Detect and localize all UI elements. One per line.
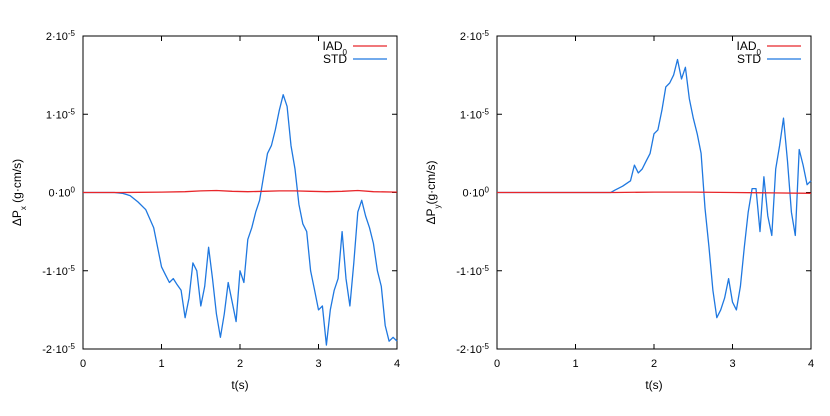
y-tick-label: 1·10-5 [46,107,76,122]
x-tick-label: 0 [80,358,86,370]
y-tick-label: -1·10-5 [42,263,75,278]
legend-label: IAD0 [737,39,762,57]
legend-label: STD [737,52,761,66]
x-tick-label: 1 [158,358,164,370]
x-tick-label: 3 [729,358,735,370]
y-tick-label: 2·10-5 [46,29,76,44]
x-tick-label: 4 [394,358,400,370]
x-tick-label: 1 [572,358,578,370]
x-axis-label: t(s) [645,378,662,392]
y-axis-label: ΔPx (g·cm/s) [10,159,28,226]
series-line-std [83,94,398,346]
y-tick-label: 0·100 [463,185,490,200]
legend-label: STD [323,52,347,66]
y-tick-label: 2·10-5 [460,29,490,44]
y-tick-label: -2·10-5 [456,342,489,357]
x-tick-label: 2 [237,358,243,370]
series-line-iad0 [497,191,812,194]
y-tick-label: 1·10-5 [460,107,490,122]
y-tick-label: -1·10-5 [456,263,489,278]
x-axis-label: t(s) [231,378,248,392]
y-tick-label: 0·100 [49,185,76,200]
y-tick-label: -2·10-5 [42,342,75,357]
chart-panel-2: 0 1 2 3 4 2·10-5 1·10-5 0·100 -1·10-5 -2·10-5 t(s)… [424,29,814,393]
x-tick-label: 4 [808,358,814,370]
x-tick-label: 0 [494,358,500,370]
series-line-iad0 [83,189,398,194]
legend-label: IAD0 [323,39,348,57]
chart-panel-1: 0 1 2 3 4 2·10-5 1·10-5 0·100 -1·10-5 -2·10-5 t(s)… [10,29,400,393]
x-tick-label: 3 [315,358,321,370]
series-line-std [497,58,812,319]
x-tick-label: 2 [651,358,657,370]
y-axis-label: ΔPy(g·cm/s) [424,160,442,224]
